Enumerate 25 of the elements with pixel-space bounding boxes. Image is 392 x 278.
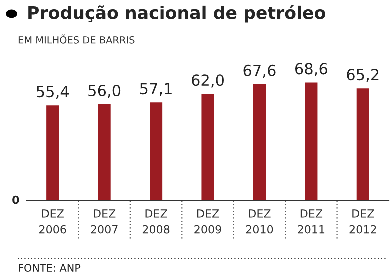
x-tick-label: DEZ 2010 bbox=[246, 210, 274, 234]
chart-title: Produção nacional de petróleo bbox=[28, 5, 326, 23]
source-note: FONTE: ANP bbox=[19, 264, 81, 272]
data-label: 67,6 bbox=[244, 64, 276, 78]
bar bbox=[252, 83, 268, 201]
data-label: 62,0 bbox=[192, 74, 224, 88]
bar bbox=[304, 81, 320, 201]
chart-subtitle: EM MILHÕES DE BARRIS bbox=[18, 34, 135, 44]
x-tick-label: DEZ 2009 bbox=[194, 210, 222, 234]
data-label: 65,2 bbox=[347, 69, 379, 82]
x-tick-label: DEZ 2008 bbox=[142, 210, 170, 234]
bar bbox=[148, 101, 164, 201]
text: 0 bbox=[12, 196, 20, 204]
data-label: 57,1 bbox=[140, 83, 172, 96]
bar bbox=[200, 92, 216, 201]
bar bbox=[45, 104, 61, 201]
data-label: 55,4 bbox=[37, 86, 70, 100]
bar bbox=[96, 103, 112, 201]
bar bbox=[355, 87, 371, 201]
x-tick-label: DEZ 2012 bbox=[350, 210, 376, 234]
x-tick-label: DEZ 2006 bbox=[40, 210, 66, 234]
data-label: 56,0 bbox=[88, 85, 121, 98]
x-tick-label: DEZ 2011 bbox=[298, 210, 325, 234]
data-label: 68,6 bbox=[295, 63, 328, 76]
x-tick-label: DEZ 2007 bbox=[91, 210, 118, 234]
